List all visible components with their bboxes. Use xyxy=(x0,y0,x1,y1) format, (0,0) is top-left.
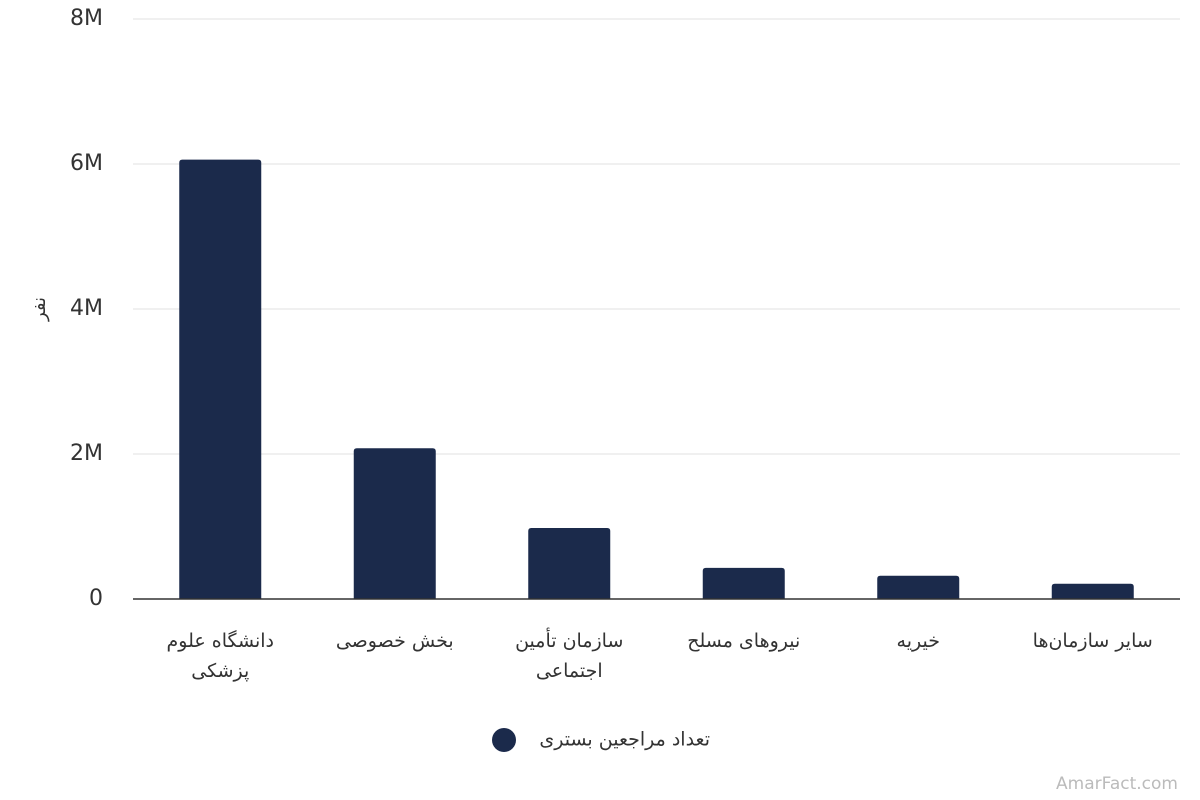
bar xyxy=(877,575,960,599)
x-tick-label: بخش خصوصی xyxy=(335,630,454,652)
bar xyxy=(179,159,262,599)
legend-marker xyxy=(492,728,516,752)
watermark: AmarFact.com xyxy=(1056,774,1178,794)
bar xyxy=(528,527,611,599)
bar xyxy=(353,448,436,599)
bar xyxy=(1051,583,1134,599)
y-tick-label: 6M xyxy=(70,151,103,176)
y-tick-label: 0 xyxy=(89,586,103,611)
x-tick-label: نیروهای مسلح xyxy=(687,630,801,652)
y-tick-label: 8M xyxy=(70,6,103,31)
legend-label: تعداد مراجعین بستری xyxy=(539,729,710,751)
y-tick-label: 4M xyxy=(70,296,103,321)
x-tick-label: سازمان تأمین اجتماعی xyxy=(515,630,624,682)
y-axis-title: نفر xyxy=(29,297,50,322)
x-tick-label: سایر سازمان‌ها xyxy=(1032,630,1153,652)
bar xyxy=(702,567,785,599)
y-tick-label: 2M xyxy=(70,441,103,466)
x-tick-label: دانشگاه علوم پزشکی xyxy=(166,630,274,682)
x-tick-label: خیریه xyxy=(896,630,940,652)
